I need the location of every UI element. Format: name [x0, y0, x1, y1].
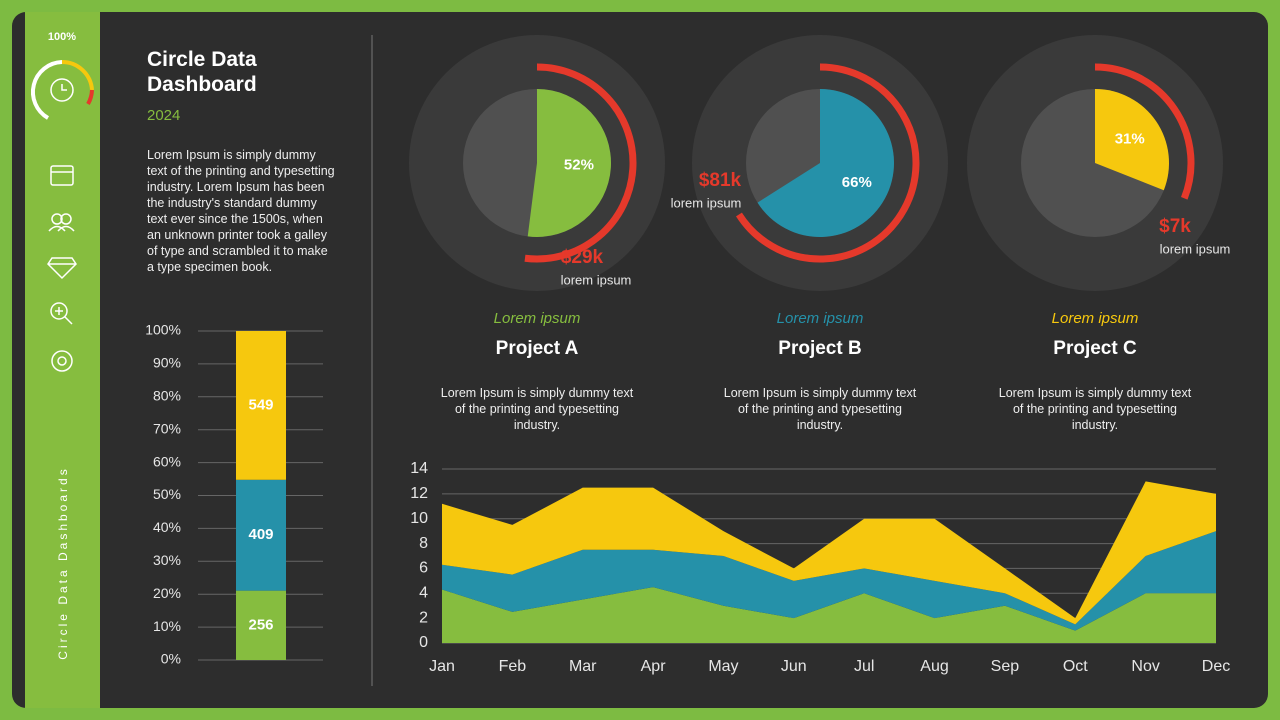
area: [442, 587, 1216, 643]
y-tick-label: 30%: [153, 552, 181, 568]
x-tick-label: Feb: [499, 658, 527, 675]
annotation-note: lorem ipsum: [671, 195, 742, 210]
annotation-note: lorem ipsum: [1160, 241, 1231, 256]
x-tick-label: Oct: [1063, 658, 1088, 675]
y-tick-label: 10%: [153, 618, 181, 634]
gauge-label: 100%: [48, 31, 76, 43]
sidebar-icons: [47, 165, 77, 372]
annotation: $7k: [1159, 216, 1191, 237]
y-tick-label: 20%: [153, 585, 181, 601]
bar-segment: [236, 479, 286, 591]
y-tick-label: 100%: [145, 322, 181, 338]
x-tick-label: May: [708, 658, 738, 675]
sidebar: [25, 12, 100, 708]
x-tick-label: Jan: [429, 658, 455, 675]
project-subtitle: Lorem ipsum: [777, 310, 864, 327]
x-tick-label: Nov: [1131, 658, 1159, 675]
x-tick-label: Apr: [641, 658, 667, 675]
progress-arc: [735, 63, 920, 263]
y-tick-label: 70%: [153, 420, 181, 436]
data-label: 66%: [842, 174, 872, 191]
project-name: Project A: [496, 338, 579, 359]
x-tick-label: Aug: [920, 658, 948, 675]
data-label: 52%: [564, 157, 594, 174]
project-description: Lorem Ipsum is simply dummy text of the …: [440, 386, 634, 432]
project-subtitle: Lorem ipsum: [1052, 310, 1139, 327]
x-tick-label: Jul: [854, 658, 874, 675]
data-label: 256: [248, 616, 273, 633]
y-tick-label: 90%: [153, 355, 181, 371]
project-name: Project B: [778, 338, 861, 359]
y-tick-label: 0: [419, 634, 428, 651]
x-tick-label: Sep: [991, 658, 1020, 675]
project-description: Lorem Ipsum is simply dummy text of the …: [998, 386, 1192, 432]
y-tick-label: 10: [410, 510, 428, 527]
annotation-note: lorem ipsum: [561, 272, 632, 287]
y-tick-label: 40%: [153, 519, 181, 535]
bar-segment: [236, 331, 286, 480]
year: 2024: [147, 107, 181, 124]
project-description: Lorem Ipsum is simply dummy text of the …: [723, 386, 917, 432]
y-tick-label: 80%: [153, 388, 181, 404]
area: [442, 481, 1216, 625]
x-tick-label: Mar: [569, 658, 597, 675]
data-label: 549: [248, 396, 273, 413]
y-tick-label: 12: [410, 485, 428, 502]
gauge-icon: [30, 59, 94, 120]
y-tick-label: 4: [419, 585, 428, 602]
annotation: $81k: [699, 170, 742, 191]
project-subtitle: Lorem ipsum: [494, 310, 581, 327]
y-tick-label: 50%: [153, 486, 181, 502]
description: Lorem Ipsum is simply dummy text of the …: [147, 148, 335, 274]
data-label: 31%: [1115, 130, 1145, 147]
x-tick-label: Dec: [1202, 658, 1230, 675]
y-tick-label: 60%: [153, 453, 181, 469]
y-tick-label: 6: [419, 560, 428, 577]
pie-slice: [1095, 89, 1169, 191]
y-tick-label: 8: [419, 535, 428, 552]
progress-arc: [1094, 63, 1195, 200]
y-tick-label: 14: [410, 460, 428, 477]
x-tick-label: Jun: [781, 658, 807, 675]
bar-segment: [236, 590, 286, 660]
y-tick-label: 0%: [161, 651, 181, 667]
annotation: $29k: [561, 247, 604, 268]
data-label: 409: [248, 526, 273, 543]
progress-arc: [524, 63, 637, 263]
area: [442, 531, 1216, 631]
dashboard-title: Circle Data Dashboard: [147, 48, 257, 96]
y-tick-label: 2: [419, 609, 428, 626]
pie-slice: [757, 89, 894, 237]
vertical-title: Circle Data Dashboards: [56, 466, 70, 659]
pie-slice: [527, 89, 611, 237]
project-name: Project C: [1053, 338, 1137, 359]
